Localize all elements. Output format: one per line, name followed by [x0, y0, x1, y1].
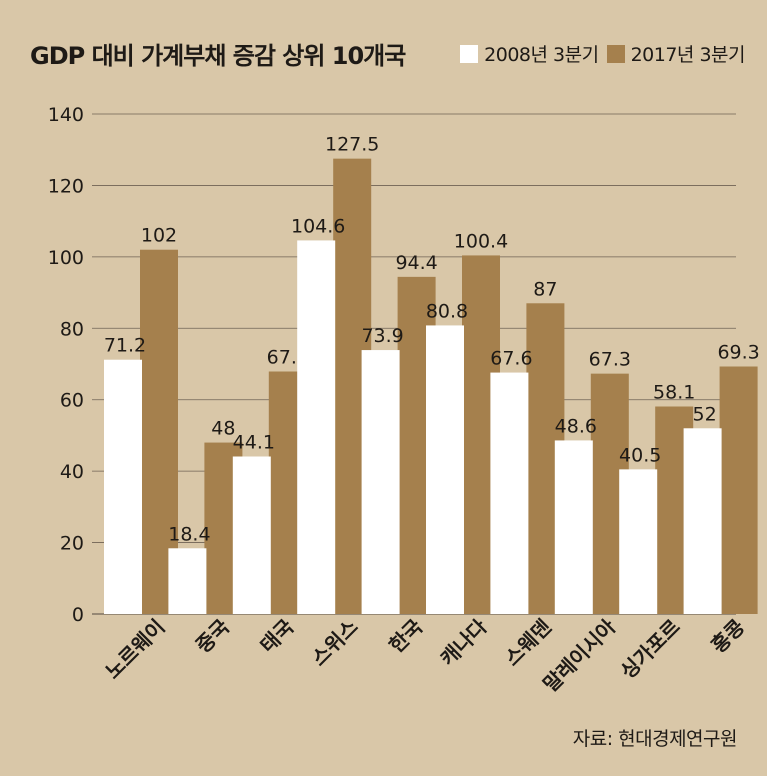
data-label-2017: 100.4 [454, 230, 508, 252]
bar-2008 [554, 440, 593, 614]
y-tick-label: 20 [60, 533, 84, 555]
y-tick-label: 80 [60, 318, 84, 340]
legend: 2008년 3분기 2017년 3분기 [460, 40, 746, 67]
bar-2008 [683, 428, 722, 614]
x-tick-label: 한국 [384, 615, 427, 658]
bar-2008 [104, 359, 142, 614]
legend-label-2008: 2008년 3분기 [484, 44, 599, 66]
data-label-2017: 102 [141, 225, 177, 247]
data-label-2008: 52 [693, 403, 717, 425]
data-label-2008: 73.9 [361, 325, 403, 347]
data-label-2017: 69.3 [717, 342, 759, 364]
legend-swatch-2008 [460, 44, 479, 63]
bar-2008 [168, 548, 207, 614]
data-label-2017: 48 [211, 418, 235, 440]
legend-swatch-2017 [606, 44, 625, 63]
legend-item-2017: 2017년 3분기 [606, 40, 746, 67]
legend-label-2017: 2017년 3분기 [630, 44, 746, 66]
chart-title: GDP 대비 가계부채 증감 상위 10개국 [30, 42, 406, 70]
data-label-2008: 71.2 [104, 335, 146, 357]
x-tick-label: 캐나다 [436, 614, 492, 670]
y-tick-label: 100 [48, 247, 84, 269]
y-tick-label: 60 [60, 390, 84, 412]
bar-2017 [719, 366, 758, 614]
data-label-2017: 58.1 [653, 382, 695, 404]
y-tick-label: 40 [60, 461, 84, 483]
data-label-2017: 67.3 [589, 349, 631, 371]
data-label-2008: 48.6 [555, 415, 597, 437]
bar-2008 [490, 372, 529, 614]
data-label-2008: 40.5 [619, 444, 661, 466]
data-label-2017: 87 [533, 278, 557, 300]
data-label-2008: 104.6 [291, 215, 345, 237]
data-label-2008: 18.4 [168, 523, 210, 545]
bar-2008 [361, 350, 400, 614]
bar-2008 [232, 456, 271, 614]
x-tick-label: 노르웨이 [101, 615, 170, 684]
x-tick-label: 중국 [191, 615, 234, 658]
bar-2008 [619, 469, 658, 614]
data-label-2008: 67.6 [490, 348, 532, 370]
x-tick-label: 홍콩 [706, 615, 749, 658]
bar-2008 [297, 240, 336, 614]
y-tick-label: 120 [48, 175, 84, 197]
x-tick-label: 태국 [255, 615, 298, 658]
data-label-2017: 94.4 [395, 252, 437, 274]
y-tick-label: 0 [72, 604, 84, 626]
data-label-2008: 44.1 [233, 432, 275, 454]
data-label-2017: 127.5 [325, 134, 379, 156]
legend-item-2008: 2008년 3분기 [460, 40, 599, 67]
source-note: 자료: 현대경제연구원 [572, 728, 738, 750]
bar-2008 [426, 325, 464, 614]
data-label-2008: 80.8 [426, 300, 468, 322]
y-tick-label: 140 [48, 104, 84, 126]
x-tick-label: 스위스 [307, 615, 363, 671]
x-tick-label: 스웨덴 [500, 615, 556, 671]
x-tick-label: 싱가포르 [616, 615, 685, 684]
